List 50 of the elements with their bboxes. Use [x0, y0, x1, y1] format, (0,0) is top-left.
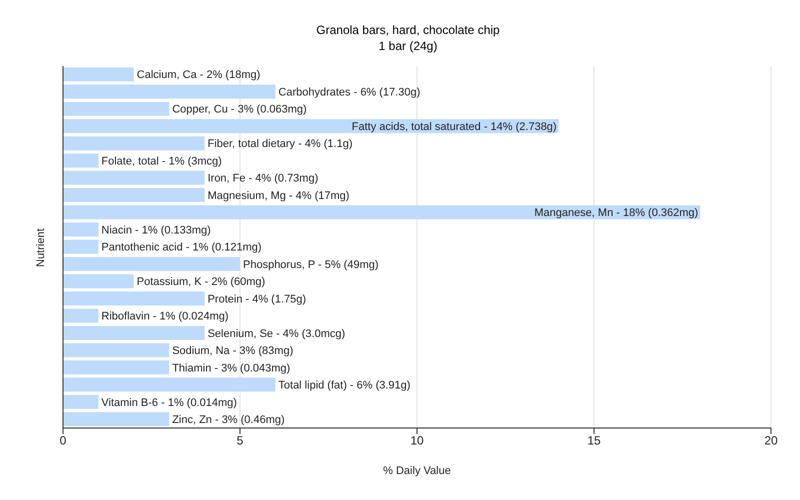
y-tick-label: Carbohydrates - 6% (17.30g) — [278, 86, 420, 98]
bar — [63, 240, 98, 254]
y-tick-label: Pantothenic acid - 1% (0.121mg) — [101, 242, 262, 254]
y-tick-label: Potassium, K - 2% (60mg) — [136, 276, 266, 288]
x-axis-title: % Daily Value — [383, 465, 451, 477]
x-tick-label: 5 — [236, 434, 244, 448]
bar — [63, 291, 205, 306]
y-tick-label: Folate, total - 1% (3mcg) — [101, 155, 222, 168]
bar — [63, 154, 98, 168]
bar — [63, 222, 98, 237]
y-tick-label: Manganese, Mn - 18% (0.362mg) — [534, 207, 698, 220]
bar — [63, 343, 170, 358]
bar — [63, 274, 134, 288]
y-tick-label: Copper, Cu - 3% (0.063mg) — [172, 104, 307, 116]
y-tick-label: Fatty acids, total saturated - 14% (2.738g) — [352, 120, 557, 133]
y-tick-label: Vitamin B-6 - 1% (0.014mg) — [101, 396, 237, 409]
chart-subtitle: 1 bar (24g) — [378, 38, 438, 54]
x-tick-label: 20 — [764, 434, 778, 448]
y-tick-label: Riboflavin - 1% (0.024mg) — [101, 310, 229, 323]
bar — [63, 257, 240, 271]
x-tick-label: 15 — [587, 434, 601, 448]
bar — [63, 394, 98, 409]
y-tick-label: Zinc, Zn - 3% (0.46mg) — [172, 414, 285, 426]
y-tick-label: Selenium, Se - 4% (3.0mcg) — [208, 328, 346, 340]
bar — [63, 67, 134, 82]
x-tick-label: 0 — [60, 434, 67, 448]
y-tick-label: Thiamin - 3% (0.043mg) — [172, 362, 290, 374]
x-tick-label: 10 — [410, 434, 424, 448]
y-tick-label: Sodium, Na - 3% (83mg) — [172, 345, 294, 358]
bar — [63, 84, 276, 99]
y-tick-label: Calcium, Ca - 2% (18mg) — [136, 69, 260, 82]
bar — [63, 360, 170, 374]
bar — [63, 412, 170, 426]
bar — [63, 205, 700, 220]
y-tick-label: Phosphorus, P - 5% (49mg) — [243, 258, 379, 271]
bar — [63, 378, 276, 392]
y-tick-label: Protein - 4% (1.75g) — [208, 293, 306, 306]
y-tick-label: Magnesium, Mg - 4% (17mg) — [208, 190, 350, 202]
y-tick-label: Iron, Fe - 4% (0.73mg) — [208, 172, 318, 185]
bar — [63, 170, 205, 185]
bar — [63, 102, 170, 116]
bar — [63, 308, 98, 323]
y-tick-label: Fiber, total dietary - 4% (1.1g) — [208, 138, 353, 150]
y-tick-label: Total lipid (fat) - 6% (3.91g) — [278, 380, 410, 392]
bar — [63, 188, 205, 202]
bar — [63, 136, 205, 150]
y-axis-title: Nutrient — [34, 228, 47, 267]
y-tick-label: Niacin - 1% (0.133mg) — [101, 224, 211, 236]
chart-title: Granola bars, hard, chocolate chip — [315, 22, 501, 38]
bar — [63, 326, 205, 340]
